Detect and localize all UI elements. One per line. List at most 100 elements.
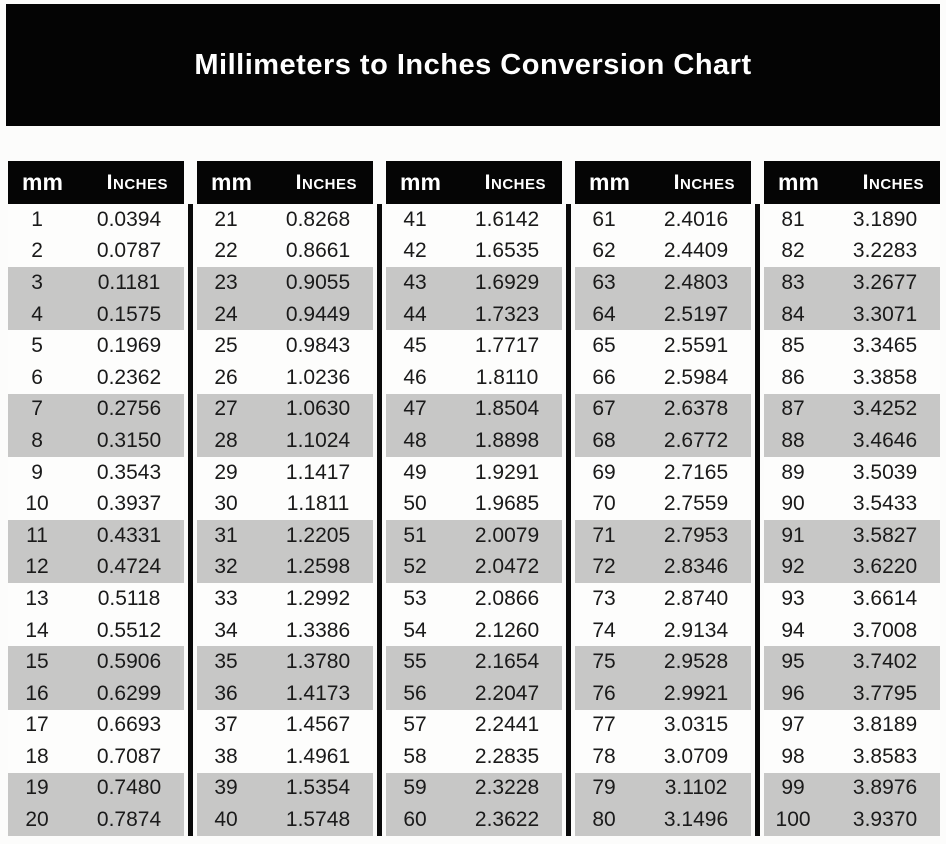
mm-value: 64	[592, 302, 616, 326]
inches-value: 0.8268	[285, 207, 351, 231]
inches-value: 1.4173	[285, 681, 351, 705]
inches-value: 2.7165	[663, 460, 729, 484]
table-row: 60 2.3622	[386, 804, 562, 836]
inches-value: 3.5827	[852, 523, 918, 547]
inches-value: 3.9370	[852, 808, 918, 832]
inches-value: 3.5039	[852, 460, 918, 484]
table-row: 84 3.3071	[764, 298, 940, 331]
table-row: 3 0.1181	[8, 267, 184, 299]
mm-value: 85	[781, 334, 805, 358]
inches-value: 0.0394	[96, 207, 162, 231]
inches-value: 0.0787	[96, 239, 162, 263]
table-row: 50 1.9685	[386, 488, 562, 520]
inches-value: 0.1575	[96, 302, 162, 326]
inches-value: 1.5748	[285, 808, 351, 832]
table-row: 27 1.0630	[197, 393, 373, 426]
mm-value: 95	[781, 650, 805, 674]
table-row: 20 0.7874	[8, 804, 184, 836]
mm-value: 8	[31, 428, 43, 452]
mm-value: 7	[31, 397, 43, 421]
table-row: 32 1.2598	[197, 551, 373, 584]
table-row: 79 3.1102	[575, 772, 751, 805]
mm-value: 25	[214, 334, 238, 358]
table-row: 97 3.8189	[764, 709, 940, 742]
inches-value: 2.7559	[663, 492, 729, 516]
mm-value: 54	[403, 618, 427, 642]
mm-value: 32	[214, 555, 238, 579]
inches-value: 0.9055	[285, 270, 351, 294]
table-row: 69 2.7165	[575, 456, 751, 489]
table-row: 95 3.7402	[764, 646, 940, 678]
mm-value: 45	[403, 334, 427, 358]
mm-value: 48	[403, 428, 427, 452]
table-row: 8 0.3150	[8, 425, 184, 457]
mm-value: 19	[25, 776, 49, 800]
column-group-header: mm Inches	[764, 161, 940, 204]
mm-value: 83	[781, 270, 805, 294]
inches-value: 0.7874	[96, 808, 162, 832]
inches-column-header: Inches	[484, 170, 546, 194]
inches-value: 0.2362	[96, 365, 162, 389]
table-row: 64 2.5197	[575, 298, 751, 331]
inches-value: 2.4803	[663, 270, 729, 294]
inches-value: 3.8189	[852, 713, 918, 737]
table-row: 76 2.9921	[575, 677, 751, 710]
column-group-body: 61 2.4016 62 2.4409 63 2.4803 64 2.5197 65 2.5591…	[575, 204, 751, 836]
column-group-header: mm Inches	[575, 161, 751, 204]
table-row: 81 3.1890	[764, 204, 940, 236]
table-row: 16 0.6299	[8, 677, 184, 710]
mm-value: 63	[592, 270, 616, 294]
mm-value: 65	[592, 334, 616, 358]
mm-value: 79	[592, 776, 616, 800]
table-row: 24 0.9449	[197, 298, 373, 331]
table-row: 40 1.5748	[197, 804, 373, 836]
mm-value: 56	[403, 681, 427, 705]
inches-value: 1.6142	[474, 207, 540, 231]
inches-value: 2.9921	[663, 681, 729, 705]
mm-value: 71	[592, 523, 616, 547]
inches-value: 0.3543	[96, 460, 162, 484]
table-row: 17 0.6693	[8, 709, 184, 742]
mm-value: 6	[31, 365, 43, 389]
table-row: 29 1.1417	[197, 456, 373, 489]
mm-value: 27	[214, 397, 238, 421]
table-row: 68 2.6772	[575, 425, 751, 457]
table-row: 65 2.5591	[575, 330, 751, 362]
table-column-group-3: mm Inches 41 1.6142 42 1.6535 43 1.6929 44 1.73…	[386, 161, 562, 836]
mm-value: 1	[31, 207, 43, 231]
inches-value: 0.9449	[285, 302, 351, 326]
inches-value: 0.5906	[96, 650, 162, 674]
mm-value: 93	[781, 586, 805, 610]
table-row: 47 1.8504	[386, 393, 562, 426]
inches-value: 2.4409	[663, 239, 729, 263]
inches-value: 1.8504	[474, 397, 540, 421]
inches-value: 2.5984	[663, 365, 729, 389]
mm-value: 34	[214, 618, 238, 642]
inches-value: 1.4961	[285, 744, 351, 768]
table-row: 85 3.3465	[764, 330, 940, 362]
mm-value: 46	[403, 365, 427, 389]
mm-value: 99	[781, 776, 805, 800]
table-row: 80 3.1496	[575, 804, 751, 836]
mm-value: 86	[781, 365, 805, 389]
table-row: 82 3.2283	[764, 235, 940, 268]
mm-value: 55	[403, 650, 427, 674]
inches-value: 0.1181	[97, 270, 161, 294]
table-row: 36 1.4173	[197, 677, 373, 710]
mm-value: 39	[214, 776, 238, 800]
mm-value: 10	[25, 492, 49, 516]
table-row: 21 0.8268	[197, 204, 373, 236]
inches-value: 0.5512	[96, 618, 162, 642]
inches-value: 2.1260	[474, 618, 540, 642]
table-row: 35 1.3780	[197, 646, 373, 678]
table-row: 54 2.1260	[386, 614, 562, 647]
mm-value: 80	[592, 808, 616, 832]
table-column-group-1: mm Inches 1 0.0394 2 0.0787 3 0.1181 4 0.1575 5 0…	[8, 161, 184, 836]
table-row: 66 2.5984	[575, 361, 751, 394]
column-divider	[755, 204, 760, 836]
mm-value: 76	[592, 681, 616, 705]
table-row: 19 0.7480	[8, 772, 184, 805]
conversion-table: mm Inches 1 0.0394 2 0.0787 3 0.1181 4 0.1575 5 0…	[8, 161, 940, 836]
table-row: 39 1.5354	[197, 772, 373, 805]
